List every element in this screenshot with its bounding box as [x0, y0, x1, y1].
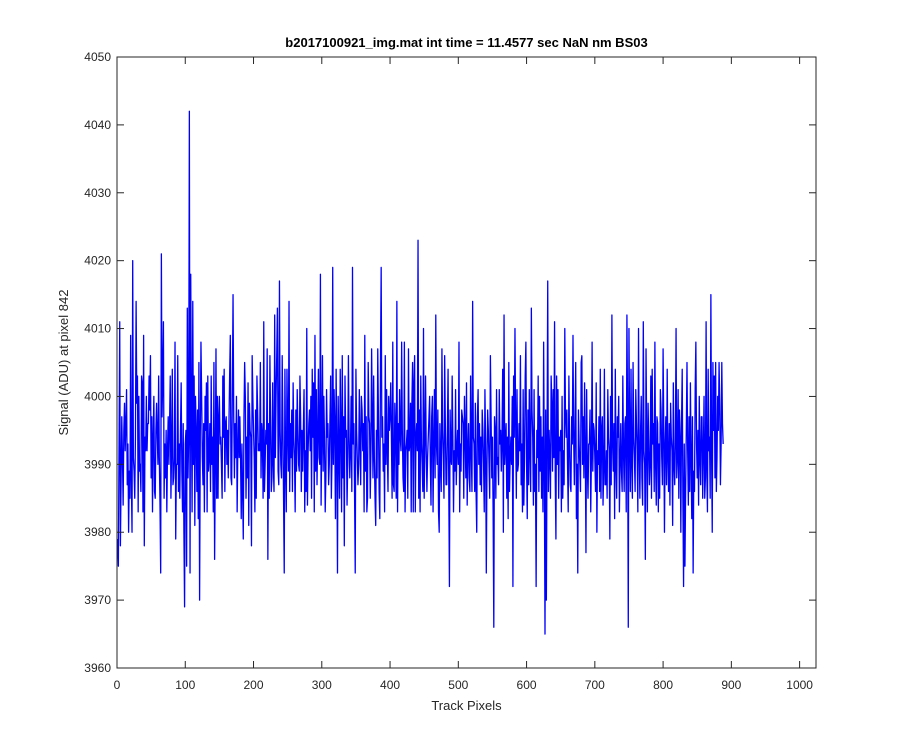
series-layer	[117, 110, 724, 635]
x-tick-label: 400	[380, 678, 400, 692]
chart-title: b2017100921_img.mat int time = 11.4577 s…	[285, 35, 647, 50]
axes-box	[116, 56, 817, 669]
x-axis: 0 100 200 300 400 500 600 700 800 900 1000	[114, 57, 813, 692]
y-tick-label: 3980	[84, 525, 111, 539]
x-tick-label: 600	[517, 678, 537, 692]
y-axis-label: Signal (ADU) at pixel 842	[56, 290, 71, 436]
x-tick-label: 200	[244, 678, 264, 692]
y-tick-label: 3990	[84, 457, 111, 471]
x-tick-label: 0	[114, 678, 121, 692]
y-axis: 3960 3970 3980 3990 4000 4010 4020 4030 4040 4050	[84, 50, 816, 675]
y-tick-label: 4030	[84, 186, 111, 200]
y-tick-label: 4020	[84, 254, 111, 268]
y-tick-label: 4040	[84, 118, 111, 132]
y-tick-label: 3970	[84, 593, 111, 607]
series-line-1	[117, 110, 724, 635]
x-tick-label: 300	[312, 678, 332, 692]
x-tick-label: 1000	[786, 678, 813, 692]
y-tick-label: 3960	[84, 661, 111, 675]
x-tick-label: 500	[448, 678, 468, 692]
x-tick-label: 700	[585, 678, 605, 692]
y-tick-label: 4050	[84, 50, 111, 64]
x-tick-label: 800	[653, 678, 673, 692]
x-tick-label: 100	[175, 678, 195, 692]
x-tick-label: 900	[721, 678, 741, 692]
y-tick-label: 4000	[84, 389, 111, 403]
y-tick-label: 4010	[84, 322, 111, 336]
x-axis-label: Track Pixels	[431, 698, 502, 713]
